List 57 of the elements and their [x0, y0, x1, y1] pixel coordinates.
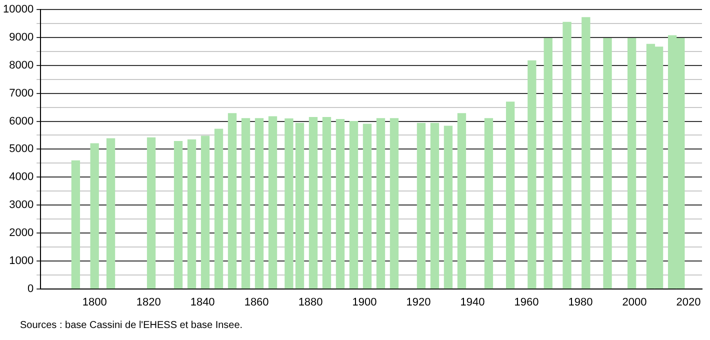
bar — [308, 117, 318, 289]
bar — [214, 128, 224, 289]
bar — [349, 120, 358, 289]
bar — [603, 38, 612, 289]
bar — [390, 118, 399, 289]
y-tick-label: 2000 — [9, 226, 34, 239]
x-tick-label: 2020 — [676, 296, 701, 308]
bar — [457, 113, 466, 289]
bar — [322, 117, 332, 289]
bar — [416, 122, 426, 289]
source-note: Sources : base Cassini de l'EHESS et base Insee. — [20, 320, 243, 331]
bar — [268, 116, 278, 289]
x-tick-label: 1820 — [136, 296, 161, 308]
bar — [90, 143, 99, 289]
bar — [228, 113, 237, 289]
bar — [71, 160, 80, 289]
y-tick-label: 3000 — [9, 199, 34, 212]
bar — [106, 138, 116, 289]
bar — [200, 136, 210, 289]
x-tick-label: 2000 — [622, 296, 647, 308]
bar — [187, 139, 196, 289]
bar — [582, 17, 590, 289]
y-tick-label: 7000 — [9, 87, 34, 100]
bar — [174, 141, 183, 289]
x-tick-label: 1940 — [460, 296, 485, 308]
bar — [362, 124, 372, 289]
bar — [241, 118, 250, 289]
bar — [284, 118, 294, 289]
y-tick-label: 0 — [27, 282, 34, 295]
x-tick-label: 1880 — [298, 296, 323, 308]
bar — [444, 126, 453, 289]
bar — [295, 122, 304, 289]
bar — [562, 22, 572, 289]
bar — [544, 38, 552, 289]
bar — [254, 118, 264, 289]
bar — [627, 38, 636, 289]
y-tick-label: 9000 — [9, 32, 34, 44]
x-tick-label: 1960 — [514, 296, 539, 308]
bar — [336, 118, 345, 289]
y-tick-label: 10000 — [2, 4, 34, 16]
y-tick-label: 4000 — [9, 171, 34, 184]
x-tick-label: 1800 — [82, 296, 107, 308]
bar — [528, 60, 536, 289]
x-tick-label: 1920 — [406, 296, 431, 308]
x-tick-label: 1980 — [568, 296, 593, 308]
y-tick-label: 1000 — [9, 254, 34, 267]
bar — [146, 137, 156, 289]
y-tick-label: 5000 — [9, 143, 34, 156]
bar — [484, 118, 494, 289]
x-tick-label: 1840 — [190, 296, 215, 308]
y-tick-label: 6000 — [9, 115, 34, 128]
bar — [506, 102, 515, 289]
bar — [430, 122, 440, 289]
x-tick-label: 1860 — [244, 296, 269, 308]
x-tick-label: 1900 — [352, 296, 377, 308]
bar — [376, 118, 386, 289]
y-tick-label: 8000 — [9, 59, 34, 72]
